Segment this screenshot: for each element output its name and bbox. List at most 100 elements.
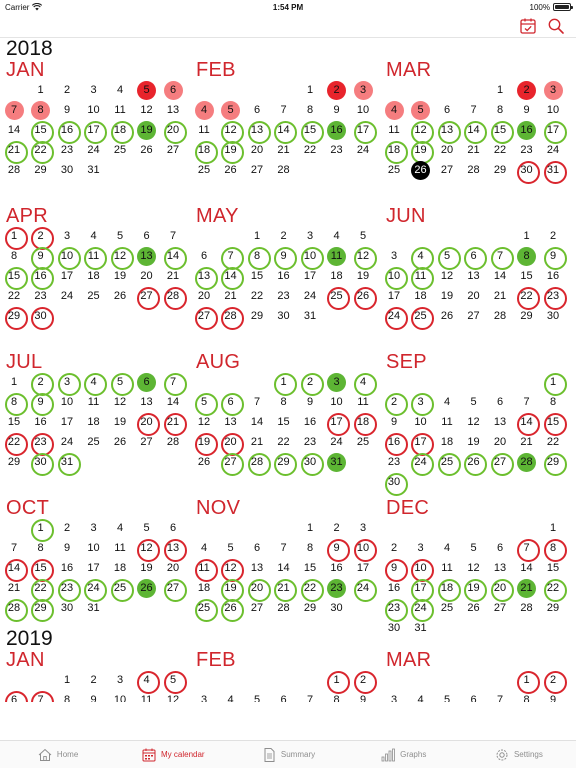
calendar-day[interactable]: 10 [352,538,377,562]
calendar-day[interactable]: 6 [220,392,244,416]
calendar-day[interactable]: 2 [326,80,348,100]
calendar-day[interactable]: 19 [467,436,480,448]
calendar-day[interactable]: 24 [330,436,343,448]
calendar-day[interactable]: 5 [436,246,461,270]
calendar-day[interactable]: 25 [193,598,218,622]
calendar-day[interactable]: 13 [162,538,187,562]
calendar-day[interactable]: 27 [467,310,480,322]
calendar-day[interactable]: 9 [273,246,297,270]
calendar-day[interactable]: 17 [542,120,567,144]
calendar-day[interactable]: 4 [116,84,124,96]
calendar-day[interactable]: 6 [463,246,487,270]
calendar-day[interactable]: 2 [383,392,408,416]
calendar-day[interactable]: 3 [116,674,124,686]
calendar-day[interactable]: 8 [37,542,44,554]
calendar-day[interactable]: 8 [10,250,18,262]
calendar-day[interactable]: 7 [10,542,18,554]
calendar-day[interactable]: 27 [220,452,244,476]
calendar-day[interactable]: 14 [520,562,533,574]
calendar-day[interactable]: 26 [113,436,127,448]
calendar-day[interactable]: 15 [30,558,54,582]
calendar-day[interactable]: 7 [280,104,287,116]
calendar-day[interactable]: 31 [56,452,81,476]
calendar-day[interactable]: 18 [414,290,427,302]
calendar-day[interactable]: 1 [3,226,28,250]
calendar-day[interactable]: 22 [3,432,28,456]
calendar-day[interactable]: 12 [440,270,454,282]
calendar-day[interactable]: 3 [90,84,97,96]
calendar-day[interactable]: 17 [356,562,370,574]
calendar-day[interactable]: 9 [390,416,398,428]
calendar-day[interactable]: 3 [390,694,398,702]
calendar-day[interactable]: 26 [136,578,158,598]
calendar-day[interactable]: 2 [333,522,340,534]
calendar-day[interactable]: 9 [383,558,408,582]
calendar-day[interactable]: 22 [30,578,54,602]
calendar-day[interactable]: 3 [90,522,97,534]
calendar-day[interactable]: 4 [200,542,208,554]
calendar-day[interactable]: 30 [516,160,540,184]
calendar-day[interactable]: 15 [30,120,54,144]
calendar-day[interactable]: 3 [410,392,434,416]
calendar-day[interactable]: 23 [60,144,74,156]
calendar-day[interactable]: 9 [30,246,54,270]
calendar-day[interactable]: 5 [109,372,134,396]
calendar-day[interactable]: 26 [352,286,377,310]
calendar-day[interactable]: 22 [303,144,317,156]
calendar-day[interactable]: 21 [7,582,21,594]
calendar-day[interactable]: 22 [546,436,560,448]
calendar-day[interactable]: 3 [390,250,398,262]
calendar-day[interactable]: 26 [140,144,153,156]
calendar-day[interactable]: 21 [273,578,297,602]
calendar-day[interactable]: 15 [489,120,514,144]
calendar-day[interactable]: 2 [90,674,97,686]
calendar-day[interactable]: 11 [198,124,210,136]
calendar-day[interactable]: 20 [197,290,211,302]
calendar-day[interactable]: 10 [383,266,408,290]
calendar-day[interactable]: 15 [277,416,290,428]
calendar-day[interactable]: 9 [326,538,350,562]
calendar-day[interactable]: 17 [410,578,434,602]
calendar-day[interactable]: 1 [37,84,44,96]
calendar-check-icon[interactable] [518,16,538,36]
calendar-day[interactable]: 1 [253,230,261,242]
calendar-day[interactable]: 13 [224,416,237,428]
calendar-day[interactable]: 12 [220,120,244,144]
calendar-day[interactable]: 14 [493,270,507,282]
calendar-day[interactable]: 9 [542,246,567,270]
calendar-day[interactable]: 5 [162,670,187,694]
calendar-day[interactable]: 7 [253,396,261,408]
calendar-day[interactable]: 24 [303,290,317,302]
calendar-day[interactable]: 12 [109,246,134,270]
calendar-day[interactable]: 4 [193,100,215,120]
calendar-day[interactable]: 27 [489,452,514,476]
calendar-day[interactable]: 9 [30,392,54,416]
calendar-day[interactable]: 14 [166,396,180,408]
calendar-day[interactable]: 18 [87,416,100,428]
calendar-day[interactable]: 19 [140,562,153,574]
calendar-day[interactable]: 12 [136,538,160,562]
calendar-day[interactable]: 7 [306,694,314,702]
calendar-day[interactable]: 12 [467,562,480,574]
calendar-day[interactable]: 18 [383,140,408,164]
calendar-day[interactable]: 4 [116,522,124,534]
calendar-day[interactable]: 2 [299,372,324,396]
calendar-day[interactable]: 21 [224,290,237,302]
tab-graphs[interactable]: Graphs [346,741,461,768]
calendar-day[interactable]: 9 [333,104,340,116]
calendar-day[interactable]: 31 [87,164,100,176]
calendar-day[interactable]: 8 [246,246,271,270]
calendar-day[interactable]: 11 [441,562,453,574]
calendar-day[interactable]: 24 [546,144,560,156]
calendar-day[interactable]: 5 [227,542,234,554]
calendar-day[interactable]: 1 [523,230,530,242]
calendar-day[interactable]: 21 [277,144,290,156]
calendar-day[interactable]: 6 [136,372,158,392]
calendar-day[interactable]: 16 [383,432,408,456]
calendar-day[interactable]: 13 [250,562,264,574]
calendar-day[interactable]: 13 [246,120,271,144]
calendar-day[interactable]: 19 [220,140,244,164]
calendar-day[interactable]: 11 [441,416,453,428]
calendar-day[interactable]: 17 [60,416,74,428]
calendar-day[interactable]: 16 [56,120,81,144]
